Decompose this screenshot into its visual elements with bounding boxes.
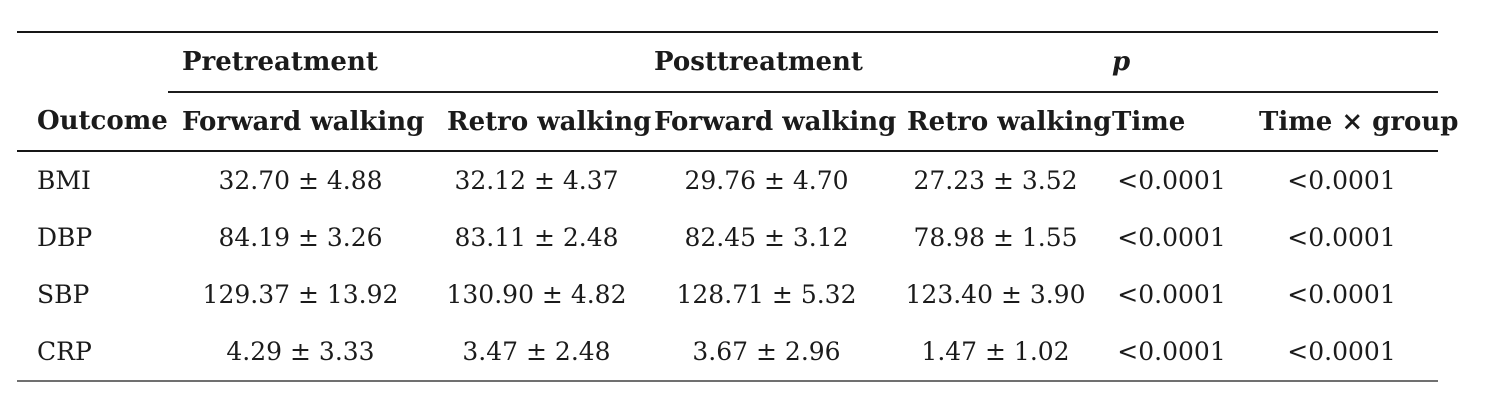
table-row-dbp: DBP 84.19 ± 3.26 83.11 ± 2.48 82.45 ± 3.… [17,209,1438,267]
value-cell: 3.47 ± 2.48 [433,323,640,382]
value-cell: 4.29 ± 3.33 [168,323,433,382]
p-value-cell: <0.0001 [1117,280,1226,310]
value-cell: 128.71 ± 5.32 [676,280,857,310]
column-header-pre-retro-walking: Retro walking [433,92,651,152]
group-header-p: p [1098,31,1439,93]
corner-cell [17,31,168,92]
column-header-outcome: Outcome [17,92,168,152]
row-label: BMI [37,165,91,195]
value-cell: 129.37 ± 13.92 [202,280,399,310]
p-value-cell: <0.0001 [1117,165,1226,195]
table-row-crp: CRP 4.29 ± 3.33 3.47 ± 2.48 3.67 ± 2.96 … [17,323,1439,382]
p-value-cell: <0.0001 [1287,280,1396,310]
value-cell: 32.70 ± 4.88 [218,165,383,195]
column-header-time: Time [1098,92,1246,152]
p-value-cell: <0.0001 [1287,165,1396,195]
column-header-row: Outcome Forward walking Retro walking Fo… [17,92,1458,152]
value-cell: 1.47 ± 1.02 [893,323,1099,382]
row-label: SBP [37,280,90,310]
value-cell: 83.11 ± 2.48 [454,222,619,252]
p-value-cell: <0.0001 [1287,222,1396,252]
row-label: DBP [37,222,93,252]
table-row-bmi: BMI 32.70 ± 4.88 32.12 ± 4.37 29.76 ± 4.… [17,151,1438,209]
p-value-cell: <0.0001 [1117,222,1226,252]
column-header-post-forward-walking: Forward walking [640,92,896,152]
value-cell: 27.23 ± 3.52 [913,165,1078,195]
value-cell: 130.90 ± 4.82 [446,280,627,310]
value-cell: 3.67 ± 2.96 [640,323,893,382]
p-value-cell: <0.0001 [1245,323,1439,382]
group-header-row: Pretreatment Posttreatment p [17,31,1439,93]
value-cell: 32.12 ± 4.37 [454,165,619,195]
column-header-pre-forward-walking: Forward walking [168,92,433,152]
table-row-sbp: SBP 129.37 ± 13.92 130.90 ± 4.82 128.71 … [17,266,1438,324]
p-value-cell: <0.0001 [1098,323,1246,382]
group-header-pretreatment: Pretreatment [168,31,640,93]
value-cell: 78.98 ± 1.55 [913,222,1078,252]
column-header-time-group: Time × group [1245,92,1458,152]
value-cell: 29.76 ± 4.70 [684,165,849,195]
group-header-posttreatment: Posttreatment [640,31,1099,93]
outcomes-table: Pretreatment Posttreatment p Outcome For… [17,31,1458,382]
value-cell: 82.45 ± 3.12 [684,222,849,252]
row-label: CRP [17,323,168,382]
column-header-post-retro-walking: Retro walking [893,92,1111,152]
value-cell: 123.40 ± 3.90 [905,280,1086,310]
value-cell: 84.19 ± 3.26 [218,222,383,252]
